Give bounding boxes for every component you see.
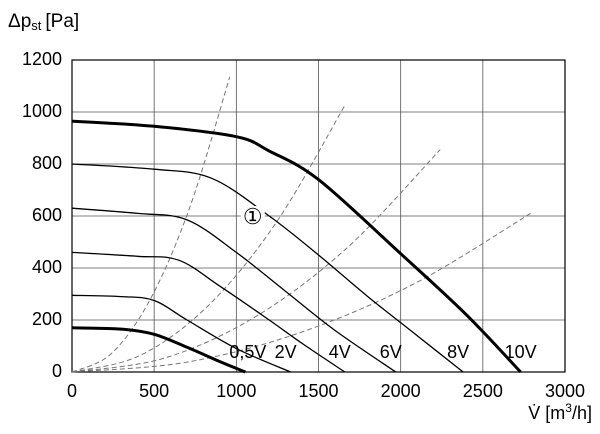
curve-label: 4V xyxy=(329,342,351,362)
system-curve xyxy=(71,149,441,373)
annotation-bg xyxy=(240,206,265,231)
y-tick-label: 800 xyxy=(32,153,62,173)
y-tick-label: 200 xyxy=(32,309,62,329)
y-tick-label: 600 xyxy=(32,205,62,225)
x-tick-label: 2500 xyxy=(463,381,503,401)
x-label-sup: 3 xyxy=(565,401,572,415)
fan-curve xyxy=(71,207,397,373)
y-tick-label: 1200 xyxy=(22,49,62,69)
fan-curve xyxy=(71,119,522,374)
curve-label: 0,5V xyxy=(229,342,266,362)
x-tick-label: 500 xyxy=(139,381,169,401)
curve-label: 8V xyxy=(447,342,469,362)
x-label-main: V̇ [m xyxy=(528,403,565,423)
x-tick-label: 2000 xyxy=(381,381,421,401)
y-label-main: Δp xyxy=(8,11,31,32)
x-tick-label: 3000 xyxy=(545,381,585,401)
system-curve xyxy=(71,212,531,373)
plot-frame xyxy=(71,59,566,373)
curve-label: 2V xyxy=(275,342,297,362)
system-curve xyxy=(71,105,346,373)
fan-curve xyxy=(71,294,291,373)
system-curve xyxy=(71,76,231,373)
x-tick-label: 1500 xyxy=(298,381,338,401)
fan-curve xyxy=(71,163,464,373)
fan-curve xyxy=(71,251,346,373)
x-tick-label: 0 xyxy=(67,381,77,401)
curve-label: 6V xyxy=(380,342,402,362)
x-axis-label: V̇ [m3/h] xyxy=(528,401,592,423)
y-tick-label: 400 xyxy=(32,257,62,277)
fan-curve xyxy=(71,326,246,374)
x-tick-label: 1000 xyxy=(216,381,256,401)
x-label-unit: /h] xyxy=(572,403,592,423)
y-axis-label: Δpst [Pa] xyxy=(8,11,79,33)
y-label-unit: [Pa] xyxy=(45,11,79,32)
curve-label: 10V xyxy=(505,342,537,362)
annotation: ① xyxy=(243,204,263,229)
y-tick-label: 0 xyxy=(52,361,62,381)
y-label-sub: st xyxy=(31,18,42,33)
y-tick-label: 1000 xyxy=(22,101,62,121)
